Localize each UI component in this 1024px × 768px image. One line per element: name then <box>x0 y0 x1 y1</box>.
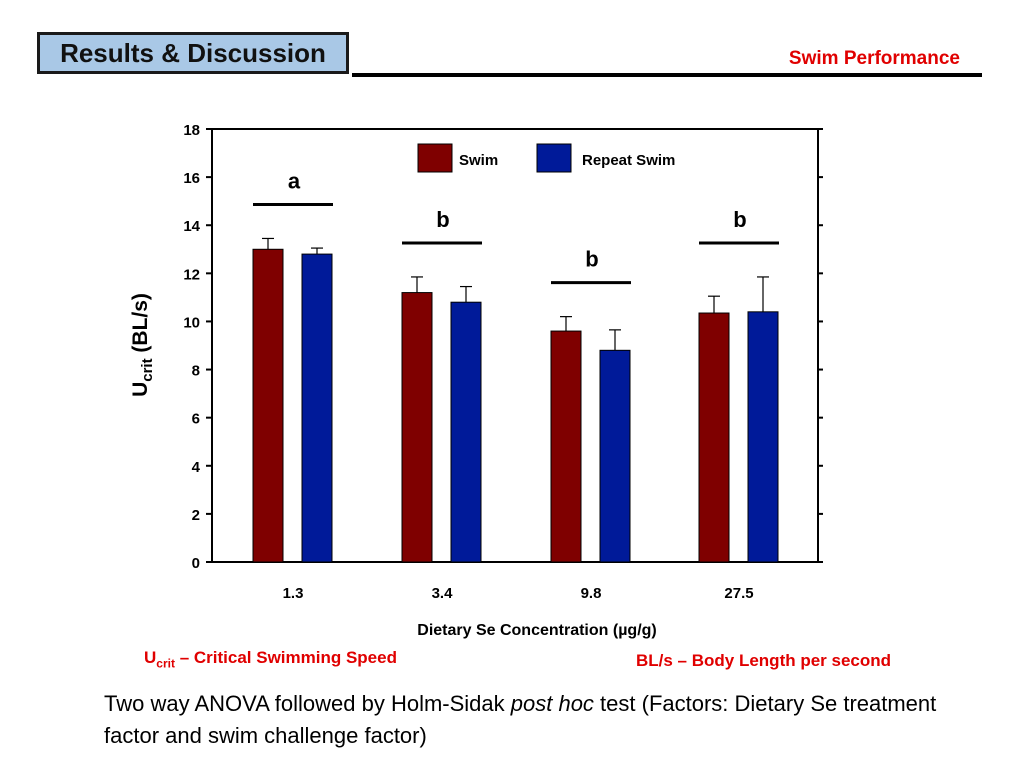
x-tick-label: 9.8 <box>581 585 602 602</box>
y-tick-label: 4 <box>192 459 201 476</box>
y-tick-label: 16 <box>183 170 200 187</box>
y-tick-label: 14 <box>183 218 200 235</box>
y-axis-label: Ucrit (BL/s) <box>129 293 156 397</box>
section-title-box: Results & Discussion <box>37 32 349 74</box>
y-tick-label: 12 <box>183 266 200 283</box>
x-tick-label: 3.4 <box>432 585 454 602</box>
y-axis-label-main: U <box>129 382 152 397</box>
bar <box>450 301 482 563</box>
bar <box>550 330 582 563</box>
bar <box>599 349 631 563</box>
ucrit-symbol: U <box>144 648 157 667</box>
legend-swatch <box>417 143 453 173</box>
legend-label: Swim <box>459 152 498 169</box>
x-tick-label: 27.5 <box>724 585 753 602</box>
bar <box>301 253 333 563</box>
y-tick-label: 2 <box>192 507 200 524</box>
header-rule <box>352 73 982 77</box>
ucrit-text: – Critical Swimming Speed <box>174 648 397 667</box>
ucrit-subscript: crit <box>156 656 175 671</box>
significance-letter: b <box>436 207 449 232</box>
significance-letter: b <box>733 207 746 232</box>
y-tick-label: 0 <box>192 555 200 572</box>
section-title: Results & Discussion <box>60 37 326 68</box>
y-axis-label-unit: (BL/s) <box>129 293 152 358</box>
bar <box>252 248 284 563</box>
y-tick-label: 18 <box>183 122 200 139</box>
y-tick-label: 10 <box>183 314 200 331</box>
topic-label: Swim Performance <box>788 48 960 69</box>
statistics-footnote: Two way ANOVA followed by Holm-Sidak pos… <box>104 688 984 752</box>
bar <box>401 292 433 563</box>
legend-swatch <box>536 143 572 173</box>
legend-label: Repeat Swim <box>582 152 675 169</box>
x-axis-label: Dietary Se Concentration (µg/g) <box>417 622 656 639</box>
y-tick-label: 8 <box>192 363 200 380</box>
significance-letter: b <box>585 247 598 272</box>
bar <box>698 312 730 563</box>
plot-frame <box>211 128 819 563</box>
footnote-after: test (Factors: Dietary Se treatment fact… <box>104 691 937 748</box>
ucrit-definition: Ucrit – Critical Swimming Speed <box>144 648 397 670</box>
bar <box>747 311 779 563</box>
significance-letter: a <box>288 168 301 193</box>
bls-definition: BL/s – Body Length per second <box>636 651 892 670</box>
x-tick-label: 1.3 <box>283 585 304 602</box>
y-axis-label-sub: crit <box>139 358 156 381</box>
y-tick-label: 6 <box>192 411 200 428</box>
footnote-before: Two way ANOVA followed by Holm-Sidak <box>104 691 511 716</box>
footnote-italic: post hoc <box>510 691 594 716</box>
